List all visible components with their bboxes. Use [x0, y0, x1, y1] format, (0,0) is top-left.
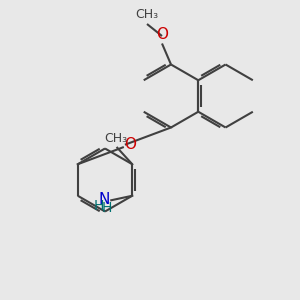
Text: CH₃: CH₃: [104, 132, 127, 145]
Text: O: O: [156, 27, 168, 42]
Text: CH₃: CH₃: [135, 8, 159, 21]
Text: N: N: [99, 192, 110, 207]
Text: H: H: [102, 201, 112, 215]
Text: H: H: [94, 199, 104, 213]
Text: O: O: [124, 137, 136, 152]
